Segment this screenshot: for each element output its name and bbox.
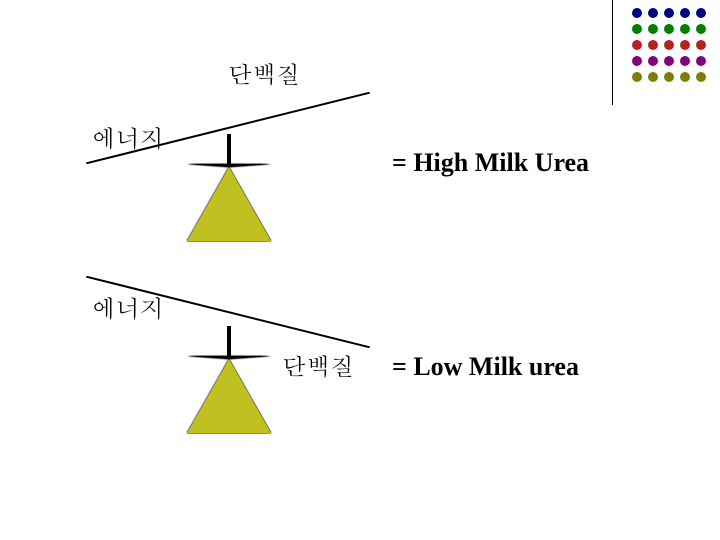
decor-dot: [648, 40, 658, 50]
decor-dot: [648, 56, 658, 66]
decor-dot: [696, 40, 706, 50]
decor-dot: [680, 72, 690, 82]
decor-dot: [680, 40, 690, 50]
corner-separator: [612, 0, 613, 105]
decor-dot: [632, 56, 642, 66]
bottom-seesaw-post: [227, 326, 231, 356]
decor-dot: [664, 8, 674, 18]
decor-dot: [664, 24, 674, 34]
decor-dot: [664, 40, 674, 50]
decor-dot: [680, 8, 690, 18]
bottom-conclusion: = Low Milk urea: [392, 352, 579, 382]
decor-dot: [696, 72, 706, 82]
decor-dot: [696, 8, 706, 18]
decor-dot: [648, 72, 658, 82]
diagram-stage: 단백질 에너지 = High Milk Urea 에너지 단백질 = Low M…: [0, 0, 720, 540]
decor-dot: [648, 8, 658, 18]
bottom-energy-label: 에너지: [92, 290, 164, 324]
decor-dot: [632, 8, 642, 18]
top-protein-label: 단백질: [228, 56, 300, 90]
top-conclusion: = High Milk Urea: [392, 148, 589, 178]
decor-dot: [632, 72, 642, 82]
decor-dot: [648, 24, 658, 34]
decor-dot: [664, 72, 674, 82]
bottom-protein-label: 단백질: [282, 348, 354, 382]
decor-dot: [664, 56, 674, 66]
top-fulcrum-triangle: [187, 164, 271, 241]
decor-dot: [632, 24, 642, 34]
top-energy-label: 에너지: [92, 120, 164, 154]
decor-dot: [680, 24, 690, 34]
decor-dot: [696, 24, 706, 34]
bottom-fulcrum-triangle: [187, 356, 271, 433]
decor-dot: [632, 40, 642, 50]
top-seesaw-post: [227, 134, 231, 164]
decor-dot: [696, 56, 706, 66]
decor-dot: [680, 56, 690, 66]
